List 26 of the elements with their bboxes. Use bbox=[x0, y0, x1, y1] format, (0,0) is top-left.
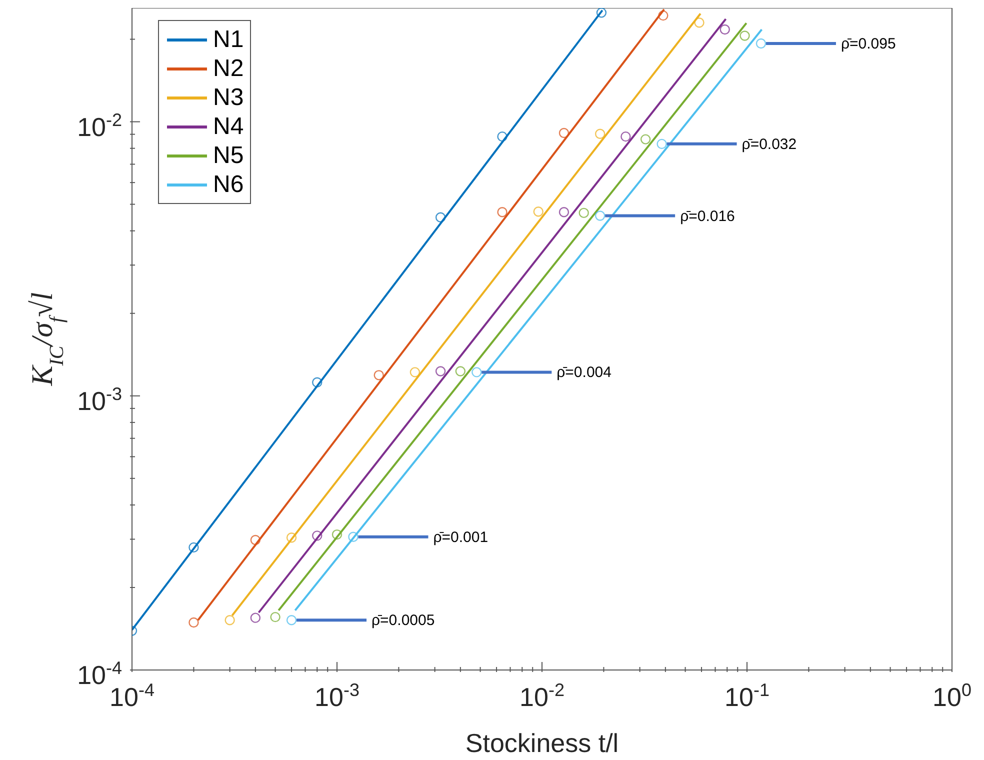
x-tick-label: 10$^{0}$ bbox=[932, 680, 972, 712]
annotation: ρ̄=0.004 bbox=[556, 364, 612, 382]
note-pointer: ρ̄=0.016 bbox=[605, 208, 735, 225]
note-pointer: ρ̄=0.004 bbox=[482, 364, 612, 382]
legend-label: N6 bbox=[213, 170, 244, 198]
x-tick-label: 10$^{-2}$ bbox=[520, 680, 564, 712]
note-pointer: ρ̄=0.095 bbox=[766, 35, 896, 52]
annotation: ρ̄=0.001 bbox=[433, 528, 488, 546]
y-tick-label: 10$^{-2}$ bbox=[77, 110, 122, 142]
legend-label: N1 bbox=[213, 26, 244, 54]
annotation: ρ̄=0.095 bbox=[840, 35, 896, 52]
y-tick-label: 10$^{-3}$ bbox=[77, 384, 122, 416]
note-pointer: ρ̄=0.032 bbox=[666, 136, 797, 153]
note-pointer: ρ̄=0.0005 bbox=[296, 612, 435, 630]
x-tick-label: 10$^{-3}$ bbox=[314, 680, 360, 712]
x-tick-label: 10$^{-1}$ bbox=[724, 680, 770, 712]
x-axis-title: Stockiness t/l bbox=[465, 728, 619, 758]
annotation: ρ̄=0.0005 bbox=[372, 612, 435, 630]
annotation: ρ̄=0.016 bbox=[680, 208, 735, 225]
legend-label: N4 bbox=[213, 112, 244, 140]
legend-label: N2 bbox=[213, 54, 244, 82]
annotation: ρ̄=0.032 bbox=[742, 136, 797, 153]
x-tick-label: 10$^{-4}$ bbox=[110, 680, 154, 712]
legend-label: N5 bbox=[213, 142, 244, 170]
legend-label: N3 bbox=[213, 84, 244, 112]
note-pointer: ρ̄=0.001 bbox=[358, 528, 488, 546]
